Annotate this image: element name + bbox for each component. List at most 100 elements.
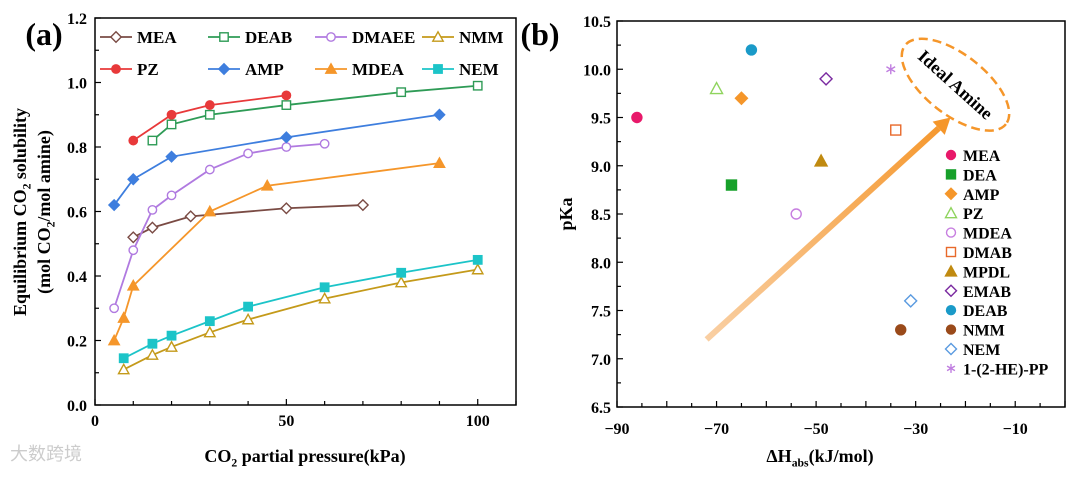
- data-point: [107, 198, 121, 212]
- legend-label: NMM: [963, 323, 1005, 340]
- series-nem: [118, 254, 483, 364]
- legend-item-pz: PZ: [944, 206, 983, 223]
- y-tick-label: 9.5: [591, 111, 611, 128]
- x-axis-label: ΔHabs(kJ/mol): [766, 446, 873, 470]
- data-point: [241, 312, 255, 325]
- y-tick-label: 0.4: [67, 269, 87, 286]
- data-point: [147, 135, 158, 146]
- legend-item-nmm: NMM: [945, 323, 1005, 340]
- data-point: [243, 148, 253, 159]
- y-axis-label: pKa: [556, 197, 576, 230]
- y-tick-label: 6.5: [591, 400, 611, 417]
- point-pz: [709, 81, 724, 95]
- data-point: [166, 190, 177, 201]
- legend-item-nem: NEM: [422, 60, 499, 79]
- y-tick-label: 1.0: [67, 76, 87, 93]
- legend-label: MDEA: [963, 226, 1012, 243]
- legend-marker: [109, 30, 123, 44]
- data-point: [184, 210, 197, 223]
- series-line: [132, 94, 287, 142]
- data-point: [166, 119, 177, 130]
- legend-label: MPDL: [963, 264, 1010, 281]
- legend-label: MEA: [137, 28, 177, 47]
- point-emab: [819, 71, 834, 86]
- point-nem: [903, 293, 918, 308]
- legend-item-nem: NEM: [944, 342, 1000, 359]
- legend-marker: [945, 246, 957, 258]
- data-point: [471, 262, 485, 275]
- point-mdea: [790, 208, 802, 220]
- data-point: [146, 348, 159, 360]
- legend-label: PZ: [963, 206, 983, 223]
- series-nmm: [117, 262, 485, 375]
- y-tick-label: 9.0: [591, 159, 611, 176]
- y-tick-label: 8.5: [591, 207, 611, 224]
- legend-item-1-(2-he)-pp: 1-(2-HE)-PP: [946, 361, 1049, 378]
- legend-marker: [944, 342, 958, 356]
- legend-label: NMM: [459, 28, 503, 47]
- x-tick-label: −10: [1003, 421, 1028, 438]
- watermark: 大数跨境: [10, 444, 82, 465]
- y-tick-label: 0.8: [67, 140, 87, 157]
- legend-label: DEA: [963, 167, 997, 184]
- data-point: [107, 333, 121, 346]
- legend-marker: [219, 32, 229, 42]
- data-point: [204, 109, 215, 120]
- legend-marker: [945, 227, 957, 238]
- legend-label: DEAB: [963, 303, 1008, 320]
- data-point: [396, 87, 407, 98]
- point-dmab: [890, 124, 902, 136]
- data-point: [260, 179, 274, 191]
- series-line: [132, 204, 363, 239]
- legend-label: DMAEE: [352, 28, 415, 47]
- y-tick-label: 0.6: [67, 205, 87, 222]
- series-line: [123, 268, 478, 371]
- data-point: [281, 90, 292, 101]
- y-tick-label: 0.0: [67, 398, 87, 415]
- series-line: [113, 162, 440, 341]
- legend-label: EMAB: [963, 284, 1011, 301]
- series-amp: [107, 108, 446, 212]
- data-point: [127, 231, 140, 244]
- point-1-(2-he)-pp: [886, 64, 896, 75]
- legend-item-deab: DEAB: [945, 303, 1008, 320]
- data-point: [281, 142, 292, 152]
- y-tick-label: 10.0: [583, 62, 611, 79]
- data-point: [319, 282, 330, 293]
- data-point: [165, 340, 178, 352]
- y-axis-label-line1: Equilibrium CO2 solubility: [10, 108, 34, 316]
- y-axis-label-line2: (mol CO2/mol amine): [34, 130, 58, 294]
- data-point: [319, 138, 330, 149]
- legend-item-amp: AMP: [944, 187, 1000, 204]
- legend-marker: [431, 30, 445, 42]
- legend-label: AMP: [245, 60, 284, 79]
- arrow-head: [932, 117, 951, 135]
- x-tick-label: −90: [604, 421, 629, 438]
- legend-marker: [433, 64, 443, 74]
- data-point: [127, 173, 140, 186]
- legend-label: NEM: [459, 60, 499, 79]
- legend-item-mea: MEA: [100, 28, 177, 47]
- x-axis-label: CO2 partial pressure(kPa): [204, 446, 405, 470]
- panel-label-b: (b): [520, 16, 559, 52]
- data-point: [203, 204, 217, 217]
- series-line: [113, 142, 325, 309]
- legend-label: NEM: [963, 342, 1000, 359]
- data-point: [204, 164, 215, 175]
- y-tick-label: 0.2: [67, 334, 87, 351]
- legend-marker: [944, 284, 958, 298]
- data-point: [280, 202, 293, 215]
- data-point: [394, 275, 408, 288]
- series-pz: [128, 90, 292, 146]
- panel-a: (a) 0 50 100 0.0 0.2 0.4 0.6 0.8 1.0 1.2 CO2 partia…: [10, 11, 517, 470]
- legend-marker: [324, 62, 338, 74]
- trend-arrow: [704, 126, 941, 342]
- legend-marker: [946, 363, 956, 373]
- legend-marker: [944, 187, 958, 201]
- legend-item-dmaee: DMAEE: [315, 28, 415, 47]
- legend-label: DEAB: [245, 28, 292, 47]
- y-tick-label: 10.5: [583, 14, 611, 31]
- data-point: [280, 131, 293, 144]
- data-point: [128, 135, 139, 146]
- series-dmaee: [109, 138, 330, 314]
